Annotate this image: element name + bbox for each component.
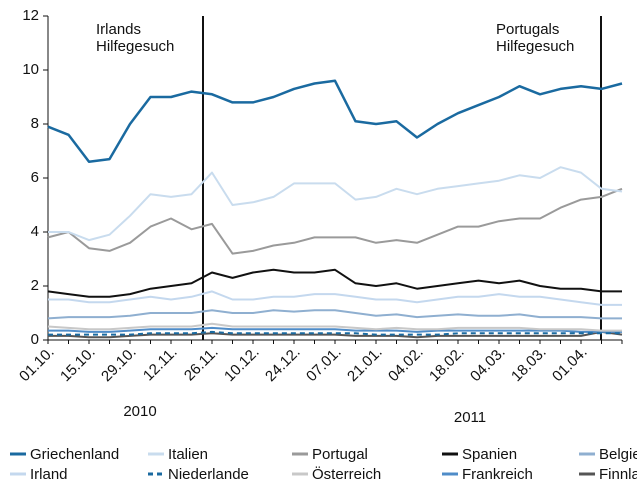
year-label: 2010 — [123, 403, 156, 420]
y-tick-label: 4 — [31, 223, 39, 240]
x-tick-label: 24.12. — [262, 344, 304, 386]
x-tick-label: 10.12. — [221, 344, 263, 386]
x-tick-label: 04.03. — [467, 344, 509, 386]
series-line — [48, 330, 622, 336]
legend-label: Irland — [30, 466, 68, 483]
x-tick-label: 18.02. — [426, 344, 468, 386]
series-line — [47, 309, 622, 320]
series-line — [47, 79, 623, 164]
annotation: Irlands — [96, 21, 141, 38]
series-line — [47, 187, 623, 255]
x-tick-label: 26.11. — [181, 344, 222, 385]
legend-label: Österreich — [312, 465, 381, 483]
x-tick-label: 15.10. — [57, 344, 99, 386]
x-tick-label: 18.03. — [508, 344, 550, 386]
y-tick-label: 8 — [31, 115, 39, 132]
x-tick-label: 01.04. — [549, 344, 591, 386]
x-tick-label: 01.10. — [16, 344, 58, 386]
legend-label: Griechenland — [30, 446, 119, 463]
y-tick-label: 6 — [31, 169, 39, 186]
annotation: Portugals — [496, 21, 559, 38]
y-tick-label: 0 — [31, 331, 39, 348]
legend-label: Finnland — [599, 466, 637, 483]
annotation: Hilfegesuch — [96, 38, 174, 55]
legend-label: Belgien — [599, 446, 637, 463]
series-line — [48, 166, 623, 242]
y-tick-label: 2 — [31, 277, 39, 294]
legend-label: Frankreich — [462, 466, 533, 483]
x-tick-label: 12.11. — [140, 344, 181, 385]
series-line — [48, 330, 623, 339]
series-line — [47, 322, 622, 332]
legend-label: Italien — [168, 446, 208, 463]
x-tick-label: 29.10. — [98, 344, 140, 386]
y-tick-label: 12 — [22, 7, 39, 24]
legend-label: Spanien — [462, 446, 517, 463]
legend-label: Niederlande — [168, 466, 249, 483]
x-tick-label: 07.01. — [303, 344, 345, 386]
year-label: 2011 — [454, 409, 486, 426]
series-line — [48, 290, 622, 306]
annotation: Hilfegesuch — [496, 38, 574, 55]
x-tick-label: 21.01. — [344, 344, 386, 386]
x-tick-label: 04.02. — [385, 344, 427, 386]
series-line — [48, 326, 622, 333]
legend-label: Portugal — [312, 446, 368, 463]
y-tick-label: 10 — [22, 61, 39, 78]
series-line — [47, 268, 622, 298]
